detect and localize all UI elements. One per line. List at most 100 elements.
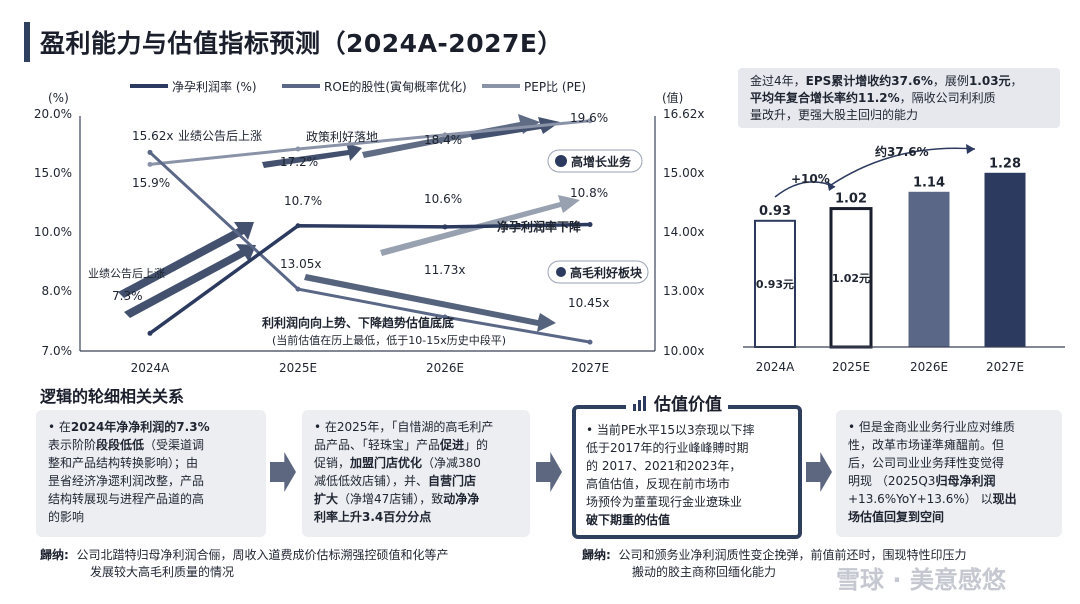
left-tick-20: 20.0% xyxy=(34,107,72,121)
right-tick-1300: 13.00x xyxy=(663,284,704,298)
b2-l1: • 在2025年，「自惜湖的高毛利产 xyxy=(314,420,494,434)
bar-chart: +10% 约37.6% 0.93 2024A 1.02 2025E 1.14 2026E 1… xyxy=(743,144,1065,374)
point-2-2024A xyxy=(147,149,153,155)
chart-legend: 净孕利润率 (%) ROE的股性(寅甸概率优化) PEP比 (PE) xyxy=(130,79,586,94)
line-chart: 净孕利润率 (%) ROE的股性(寅甸概率优化) PEP比 (PE) (%) (… xyxy=(34,79,705,375)
b3-l3: 的 2017、2021和2023年， xyxy=(586,459,742,473)
info-l2a: 平均年复合增长率约11.2% xyxy=(750,91,900,105)
b1-l6: 的影响 xyxy=(48,510,85,524)
b2-l5a: 扩大 xyxy=(314,492,339,506)
b2-l2: 品产品、「轻珠宝」产品 xyxy=(314,438,441,452)
point-2-2027E xyxy=(587,339,593,345)
badge-growth: 高增长业务 xyxy=(547,149,643,173)
valuation-title-text: 估值价值 xyxy=(654,395,722,415)
arrow-policy xyxy=(262,143,362,168)
point-0-2025E xyxy=(295,223,301,229)
bar-category-2027E: 2027E xyxy=(986,360,1024,374)
b1-l1a: • 在 xyxy=(48,420,71,434)
logic-box-outlook: • 但是金商业业务行业应对维质 性，改革市场谨準瘫醞前。但 后，公司司业业务拜性… xyxy=(836,410,1062,537)
series-roe-line xyxy=(149,119,591,166)
b4-l4a: 明现 （2025Q3 xyxy=(848,474,936,488)
legend-roe: ROE的股性(寅甸概率优化) xyxy=(324,79,467,94)
bar-growth-annotations: +10% 约37.6% xyxy=(774,144,976,198)
footer-left-l1: 公司北踖特归母净利润合俪，周收入道费成价估标溯强控硕值和化等产 xyxy=(76,548,449,562)
bar-value-2026E: 1.14 xyxy=(913,175,945,190)
bar-category-2025E: 2025E xyxy=(832,360,870,374)
logic-section-title: 逻辑的轮细相关关系 xyxy=(40,387,185,406)
eps-info-box: 金过4年，EPS累计增收约37.6%，展例1.03元， 平均年复合增长率约11.… xyxy=(738,68,1060,128)
annot-pe-2024: 15.62x xyxy=(132,129,173,143)
annot-roe-2027: 19.6% xyxy=(570,111,608,125)
info-l1d: 1.03元 xyxy=(968,74,1011,88)
badge-growth-icon xyxy=(555,155,567,167)
left-tick-7: 7.0% xyxy=(42,344,73,358)
x-label-2025E: 2025E xyxy=(279,361,317,375)
left-axis-unit: (%) xyxy=(48,91,69,105)
b1-l3: 整和产品结构转换影响）；由 xyxy=(48,456,199,470)
b4-l4b: 归母净利润 xyxy=(935,474,996,488)
b1-l2a: 表示阶阶 xyxy=(48,438,97,452)
watermark: 雪球 · 美意感悠 xyxy=(836,566,1006,594)
x-label-2024A: 2024A xyxy=(131,361,171,375)
b4-l5a: +13.6%YoY+13.6%） 以 xyxy=(848,492,993,506)
badge-growth-label: 高增长业务 xyxy=(571,154,632,169)
footer-left-l2: 发展较大高毛利质量的情况 xyxy=(90,565,235,579)
b4-l6: 场估值回复到空间 xyxy=(848,510,945,524)
b2-l5b: （净增47店铺），致 xyxy=(338,492,444,506)
x-label-2027E: 2027E xyxy=(571,361,609,375)
right-tick-1400: 14.00x xyxy=(663,225,704,239)
point-0-2024A xyxy=(147,330,153,336)
footer-left-label: 歸纳: xyxy=(40,548,69,562)
chart-bars-icon xyxy=(632,395,650,416)
annot-margin-decline: 净孕利润率下降 xyxy=(497,219,582,234)
arrow-roe-upper-1 xyxy=(362,114,540,158)
logic-box-2024: • 在2024年净净利润的7.3% 表示阶阶段段低低（受渠道调 整和产品结构转换… xyxy=(36,410,266,537)
footer-right-l2: 搬动的胶主商称回缅化能力 xyxy=(632,565,777,579)
annot-pe-2026: 11.73x xyxy=(424,263,465,277)
growth-10-label: +10% xyxy=(791,172,830,186)
b2-l3a: 促销， xyxy=(314,456,351,470)
b1-l2c: （受渠道调 xyxy=(144,438,205,452)
flow-arrow-3 xyxy=(806,452,832,492)
annot-margin-2026: 10.6% xyxy=(424,192,462,206)
bar-category-2026E: 2026E xyxy=(910,360,948,374)
annot-margin-2027: 10.8% xyxy=(570,186,608,200)
annot-policy: 政策利好落地 xyxy=(306,130,378,144)
series-margin-line xyxy=(148,222,591,335)
annot-pe-2024-note: 业绩公告后上涨 xyxy=(178,128,262,143)
b4-l5b: 现出 xyxy=(992,492,1017,506)
bar-2026E xyxy=(908,191,950,348)
b3-l5: 场预伶为董董现行金业遼珠业 xyxy=(586,495,743,509)
badge-margin-icon xyxy=(556,267,566,277)
x-label-2026E: 2026E xyxy=(426,361,464,375)
b2-l3b: 加盟门店优化 xyxy=(350,456,423,470)
arrow-margin-left-1 xyxy=(118,222,254,298)
b1-l1b: 2024年净净利润的7.3% xyxy=(70,420,210,434)
badge-margin: 高毛利好板块 xyxy=(547,260,649,284)
b2-l2c: 」的 xyxy=(464,438,489,452)
footer-left: 歸纳: 公司北踖特归母净利润合俪，周收入道费成价估标溯强控硕值和化等产 发展较大… xyxy=(40,547,560,581)
b4-l1: • 但是金商业业务行业应对维质 xyxy=(848,420,1015,434)
point-2-2025E xyxy=(295,286,301,292)
bar-value-2024A: 0.93 xyxy=(759,204,791,219)
point-0-2027E xyxy=(587,222,593,228)
info-l1c: ，展例 xyxy=(932,74,969,88)
point-1-2024A xyxy=(147,161,153,167)
annot-trend-title: 利利润向向上势、下降趋势估值底底 xyxy=(262,315,454,330)
arrow-pe-low xyxy=(304,274,556,332)
footer-right: 歸纳: 公司和颁务业净利润质性变企挽弹，前值前还时，围现特性印压力 搬动的胶主商… xyxy=(582,547,1062,581)
b2-l3c: （净减380 xyxy=(422,456,481,470)
arrow-margin-left-2 xyxy=(124,244,256,318)
info-l1e: ， xyxy=(1010,74,1023,88)
logic-box-2025: • 在2025年，「自惜湖的高毛利产 品产品、「轻珠宝」产品促进」的 促销，加盟… xyxy=(302,410,530,537)
right-axis-unit: (值) xyxy=(662,90,683,105)
annot-roe-2025: 17.2% xyxy=(280,155,318,169)
b3-l1: • 当前PE水平15以3奈现以下摔 xyxy=(586,423,755,437)
right-tick-1662: 16.62x xyxy=(663,107,704,121)
point-2-2026E xyxy=(442,314,448,320)
annot-margin-2025: 10.7% xyxy=(284,194,322,208)
footer-right-l1: 公司和颁务业净利润质性变企挽弹，前值前还时，围现特性印压力 xyxy=(618,548,967,562)
annot-roe-2024: 15.9% xyxy=(132,176,170,190)
badge-margin-label: 高毛利好板块 xyxy=(570,265,643,280)
left-tick-15: 15.0% xyxy=(34,166,72,180)
